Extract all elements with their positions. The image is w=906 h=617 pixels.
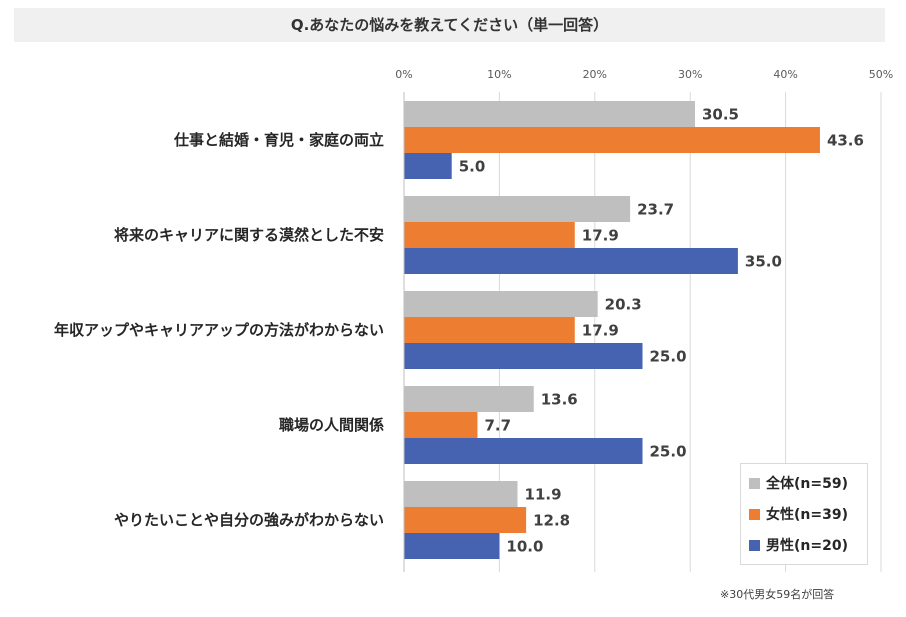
category-label: 仕事と結婚・育児・家庭の両立 (173, 131, 384, 149)
category-label: 将来のキャリアに関する漠然とした不安 (114, 226, 384, 244)
x-tick-label: 10% (487, 68, 511, 81)
legend-swatch-female (749, 508, 760, 520)
chart-title: Q.あなたの悩みを教えてください（単一回答） (290, 16, 609, 34)
bar (404, 386, 534, 412)
category-label: 職場の人間関係 (279, 416, 384, 434)
title-bar: Q.あなたの悩みを教えてください（単一回答） (14, 8, 885, 42)
bar (404, 343, 643, 369)
bar (404, 317, 575, 343)
bar (404, 196, 631, 222)
bar (404, 248, 738, 274)
data-label: 13.6 (541, 391, 578, 409)
legend-swatch-all (749, 477, 760, 489)
legend-item-male: 男性(n=20) (749, 533, 848, 557)
legend-item-all: 全体(n=59) (749, 471, 848, 495)
bar (404, 481, 518, 507)
data-label: 5.0 (459, 158, 486, 176)
legend-label-male: 男性(n=20) (766, 538, 848, 554)
bar (404, 127, 820, 153)
data-label: 25.0 (650, 348, 687, 366)
bar (404, 153, 452, 179)
data-label: 12.8 (533, 512, 570, 530)
data-label: 35.0 (745, 253, 782, 271)
bar (404, 533, 500, 559)
data-label: 25.0 (650, 443, 687, 461)
data-label: 30.5 (702, 106, 739, 124)
legend-label-female: 女性(n=39) (766, 507, 848, 523)
data-label: 43.6 (827, 132, 864, 150)
bar (404, 291, 598, 317)
data-label: 17.9 (582, 227, 619, 245)
footnote: ※30代男女59名が回答 (720, 588, 835, 601)
bar (404, 438, 643, 464)
data-label: 20.3 (605, 296, 642, 314)
category-label: やりたいことや自分の強みがわからない (114, 511, 384, 529)
x-tick-label: 40% (773, 68, 797, 81)
legend-swatch-male (749, 539, 760, 551)
x-tick-label: 30% (678, 68, 702, 81)
x-tick-label: 0% (395, 68, 412, 81)
legend: 全体(n=59) 女性(n=39) 男性(n=20) (740, 463, 868, 565)
legend-item-female: 女性(n=39) (749, 502, 848, 526)
data-label: 23.7 (637, 201, 674, 219)
data-label: 11.9 (525, 486, 562, 504)
legend-label-all: 全体(n=59) (766, 476, 848, 492)
x-tick-label: 50% (869, 68, 893, 81)
bar (404, 222, 575, 248)
data-label: 7.7 (484, 417, 511, 435)
data-label: 10.0 (506, 538, 543, 556)
data-label: 17.9 (582, 322, 619, 340)
bar (404, 507, 527, 533)
x-tick-label: 20% (583, 68, 607, 81)
bar (404, 101, 695, 127)
category-label: 年収アップやキャリアアップの方法がわからない (54, 321, 384, 339)
bar (404, 412, 478, 438)
